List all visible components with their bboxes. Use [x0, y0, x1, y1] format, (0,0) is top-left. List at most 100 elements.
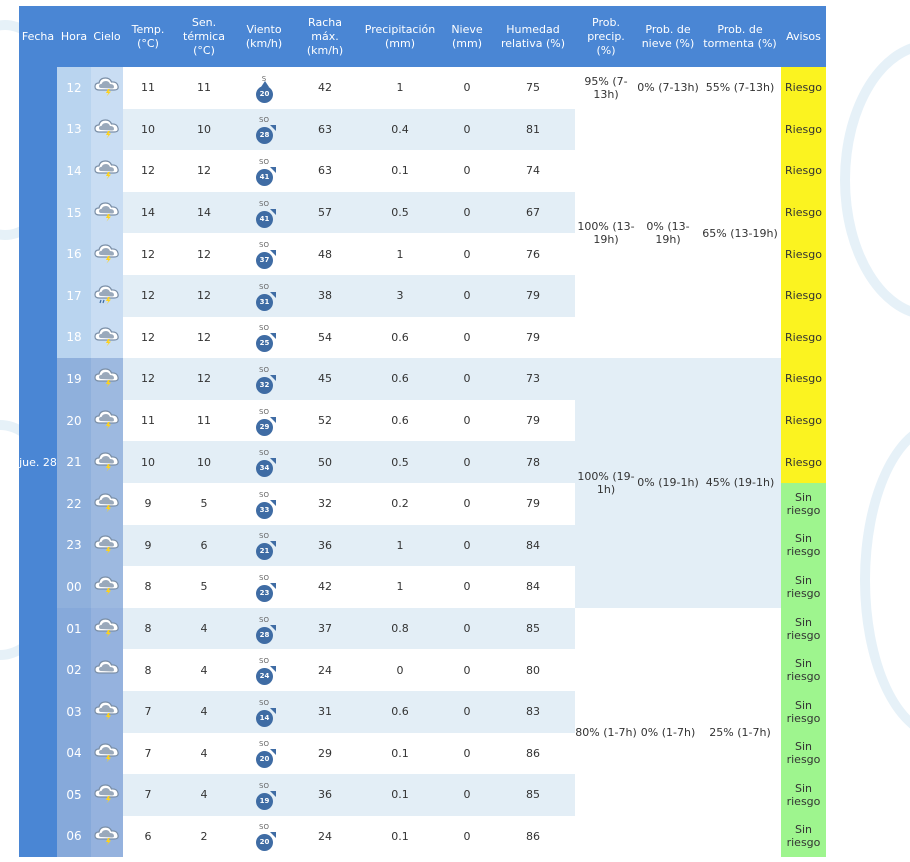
aviso-badge[interactable]: Sin riesgo [781, 482, 826, 525]
wind-speed: 19 [256, 792, 273, 810]
wind-cell: SO 19 [235, 774, 293, 816]
aviso-badge[interactable]: Sin riesgo [781, 732, 826, 775]
racha-cell: 38 [293, 274, 357, 317]
wind-speed: 32 [256, 376, 273, 394]
header-cielo: Cielo [91, 6, 123, 67]
cloud-storm-icon [93, 327, 121, 350]
wind-cell: SO 20 [235, 815, 293, 858]
aviso-badge[interactable]: Riesgo [781, 358, 826, 400]
cloud-storm-icon [93, 743, 121, 766]
aviso-badge[interactable]: Riesgo [781, 274, 826, 317]
wind-speed: 14 [256, 709, 273, 727]
precip-cell: 0.1 [357, 774, 443, 816]
aviso-badge[interactable]: Sin riesgo [781, 607, 826, 650]
aviso-badge[interactable]: Sin riesgo [781, 524, 826, 567]
hour-cell: 22 [57, 482, 91, 525]
hour-cell: 14 [57, 150, 91, 192]
wind-speed: 28 [256, 127, 273, 145]
hour-cell: 23 [57, 524, 91, 567]
precip-cell: 0.6 [357, 316, 443, 359]
wind-cell: SO 41 [235, 191, 293, 234]
precip-cell: 3 [357, 274, 443, 317]
prob-precip-cell: 80% (1-7h) [575, 607, 637, 858]
nieve-cell: 0 [443, 108, 491, 151]
sky-cell [91, 774, 123, 816]
sensacion-cell: 4 [173, 774, 235, 816]
humedad-cell: 79 [491, 274, 575, 317]
wind-direction: SO [259, 657, 269, 666]
sensacion-cell: 10 [173, 441, 235, 483]
wind-direction: SO [259, 365, 269, 374]
aviso-badge[interactable]: Riesgo [781, 67, 826, 109]
header-prob-nieve: Prob. de nieve (%) [637, 6, 699, 67]
wind-speed: 37 [256, 252, 273, 270]
nieve-cell: 0 [443, 732, 491, 775]
wind-speed: 21 [256, 543, 273, 561]
nieve-cell: 0 [443, 524, 491, 567]
aviso-badge[interactable]: Riesgo [781, 316, 826, 359]
temp-cell: 7 [123, 774, 173, 816]
prob-tormenta-cell: 55% (7-13h) [699, 67, 781, 109]
nieve-cell: 0 [443, 482, 491, 525]
sensacion-cell: 11 [173, 399, 235, 442]
racha-cell: 57 [293, 191, 357, 234]
aviso-badge[interactable]: Riesgo [781, 233, 826, 275]
humedad-cell: 84 [491, 524, 575, 567]
wind-speed: 29 [256, 418, 273, 436]
aviso-badge[interactable]: Riesgo [781, 441, 826, 483]
wind-arrow-icon [270, 707, 276, 714]
precip-cell: 0.5 [357, 441, 443, 483]
cloud-storm-icon [93, 535, 121, 558]
wind-direction: SO [259, 781, 269, 790]
sky-cell [91, 524, 123, 567]
table-row: 19 12 12 SO 32 45 0.6 0 73 100% (19-1h) 0% (19-1h)… [19, 358, 826, 608]
aviso-badge[interactable]: Riesgo [781, 108, 826, 151]
date-cell: jue. 28 [19, 67, 57, 858]
precip-cell: 1 [357, 524, 443, 567]
aviso-badge[interactable]: Sin riesgo [781, 566, 826, 608]
table-row: 22 9 5 SO 33 32 0.2 0 79 Sin riesgo [19, 482, 826, 525]
wind-arrow-icon [270, 582, 276, 589]
table-row: 01 8 4 SO 28 37 0.8 0 85 80% (1-7h) 0% (1-7h) 25% (… [19, 607, 826, 858]
aviso-badge[interactable]: Riesgo [781, 399, 826, 442]
cloud-storm-icon [93, 119, 121, 142]
aviso-badge[interactable]: Riesgo [781, 150, 826, 192]
aviso-badge[interactable]: Sin riesgo [781, 649, 826, 691]
wind-speed: 25 [256, 335, 273, 353]
wind-cell: SO 28 [235, 607, 293, 650]
wind-arrow-icon [270, 749, 276, 756]
aviso-badge[interactable]: Sin riesgo [781, 774, 826, 816]
wind-cell: SO 34 [235, 441, 293, 483]
table-row: 16 12 12 SO 37 48 1 0 76 Riesgo [19, 233, 826, 275]
wind-direction: SO [259, 573, 269, 582]
aviso-badge[interactable]: Riesgo [781, 191, 826, 234]
wind-speed: 41 [256, 210, 273, 228]
sky-cell [91, 607, 123, 650]
header-racha: Racha máx. (km/h) [293, 6, 357, 67]
nieve-cell: 0 [443, 774, 491, 816]
hour-cell: 02 [57, 649, 91, 691]
cloud-storm-icon [93, 452, 121, 475]
racha-cell: 32 [293, 482, 357, 525]
cloud-storm-icon [93, 244, 121, 267]
hour-cell: 06 [57, 815, 91, 858]
precip-cell: 0.1 [357, 150, 443, 192]
humedad-cell: 80 [491, 649, 575, 691]
aviso-badge[interactable]: Sin riesgo [781, 815, 826, 858]
hour-cell: 16 [57, 233, 91, 275]
nieve-cell: 0 [443, 399, 491, 442]
hour-cell: 19 [57, 358, 91, 400]
racha-cell: 24 [293, 815, 357, 858]
humedad-cell: 85 [491, 607, 575, 650]
sky-cell [91, 274, 123, 317]
precip-cell: 0.6 [357, 690, 443, 733]
cloud-icon [93, 660, 121, 683]
cloud-storm-icon [93, 493, 121, 516]
temp-cell: 8 [123, 566, 173, 608]
wind-arrow-icon [270, 374, 276, 381]
temp-cell: 10 [123, 108, 173, 151]
sky-cell [91, 233, 123, 275]
sky-cell [91, 316, 123, 359]
aviso-badge[interactable]: Sin riesgo [781, 690, 826, 733]
wind-cell: SO 21 [235, 524, 293, 567]
